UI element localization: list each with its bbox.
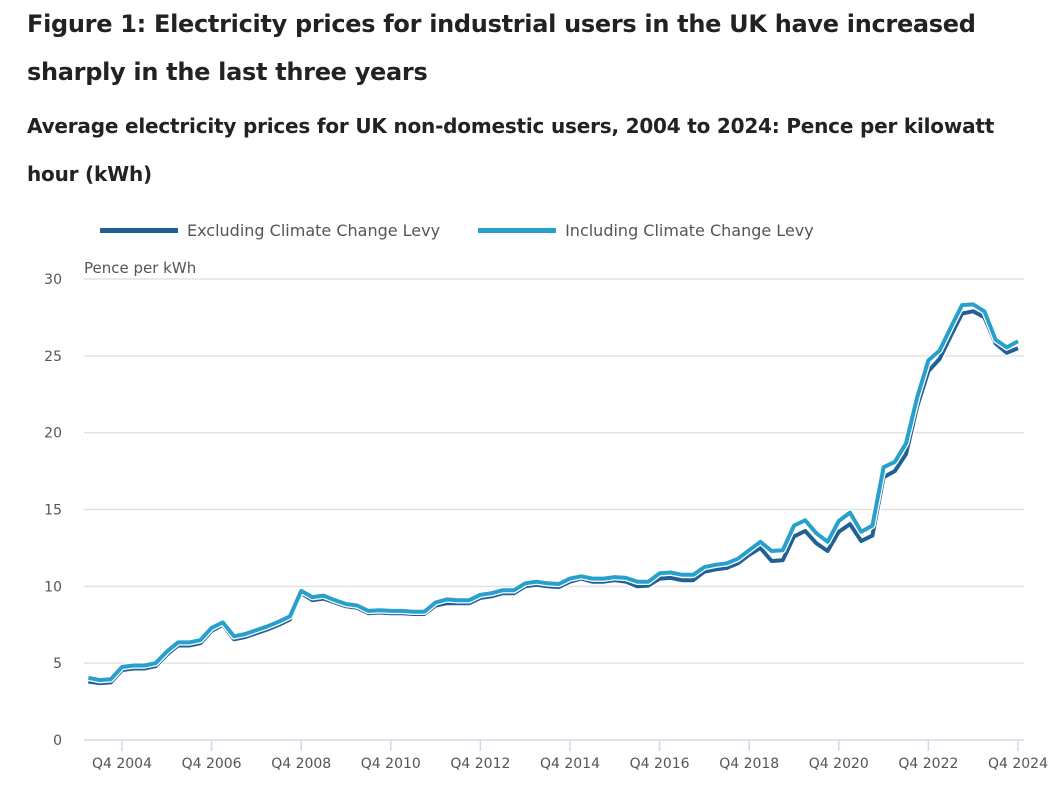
x-tick-label: Q4 2014: [540, 756, 600, 772]
x-tick-label: Q4 2004: [92, 756, 152, 772]
x-tick-label: Q4 2010: [361, 756, 421, 772]
series-line-including: [87, 302, 1019, 683]
x-tick-label: Q4 2020: [809, 756, 869, 772]
y-tick-label: 10: [44, 579, 62, 595]
legend-label-including: Including Climate Change Levy: [565, 220, 814, 240]
legend-item-excluding[interactable]: Excluding Climate Change Levy: [100, 221, 440, 240]
x-tick-label: Q4 2022: [898, 756, 958, 772]
chart-subtitle: Average electricity prices for UK non-do…: [27, 114, 995, 186]
legend-swatch-excluding: [100, 227, 178, 233]
x-axis: Q4 2004 Q4 2006 Q4 2008 Q4 2010 Q4 2012 Q4 20…: [84, 739, 1048, 772]
x-tick-label: Q4 2016: [630, 756, 690, 772]
x-tick-label: Q4 2006: [182, 756, 242, 772]
series-lines: [87, 301, 1020, 687]
y-tick-label: 15: [44, 503, 62, 519]
chart-legend: Excluding Climate Change Levy Including …: [100, 218, 852, 242]
y-tick-label: 30: [44, 272, 62, 288]
y-axis-ticks: 0 5 10 15 20 25 30: [44, 272, 62, 749]
x-tick-label: Q4 2012: [450, 756, 510, 772]
figure-title: Figure 1: Electricity prices for industr…: [27, 10, 976, 86]
x-tick-label: Q4 2008: [271, 756, 331, 772]
legend-item-including[interactable]: Including Climate Change Levy: [478, 221, 814, 240]
y-tick-label: 5: [53, 656, 62, 672]
y-tick-label: 20: [44, 426, 62, 442]
y-tick-label: 0: [53, 733, 62, 749]
y-tick-label: 25: [44, 349, 62, 365]
x-tick-label: Q4 2024: [988, 756, 1048, 772]
y-axis-title: Pence per kWh: [84, 259, 196, 277]
legend-swatch-including: [478, 227, 557, 233]
x-tick-label: Q4 2018: [719, 756, 779, 772]
legend-label-excluding: Excluding Climate Change Levy: [187, 220, 441, 240]
